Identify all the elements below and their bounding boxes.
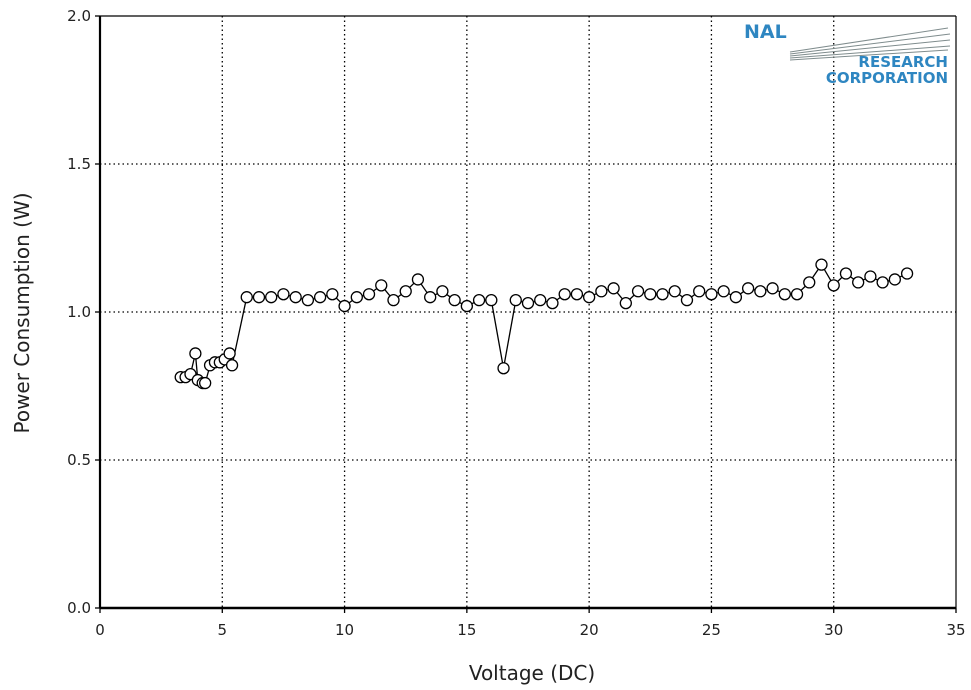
ticks-layer: 0 5 10 15 20 25 30 35 0.0 0.5 1.0 1.5 2.0 <box>67 7 965 639</box>
y-tick-label: 2.0 <box>67 7 91 25</box>
data-point <box>240 291 253 304</box>
data-point <box>741 282 755 295</box>
data-point <box>436 285 449 298</box>
axes-layer <box>98 15 957 610</box>
x-tick-label: 30 <box>824 621 843 639</box>
data-point <box>595 285 608 298</box>
x-tick-label: 10 <box>335 621 354 639</box>
data-point <box>338 299 351 313</box>
logo-research: Research <box>858 53 948 71</box>
data-point <box>350 291 363 304</box>
data-point <box>189 347 202 360</box>
x-axis-title: Voltage (DC) <box>469 661 595 685</box>
data-point <box>619 296 632 310</box>
data-point <box>815 258 828 271</box>
data-point <box>839 267 853 280</box>
data-point <box>729 291 743 304</box>
data-point <box>448 294 461 307</box>
data-point <box>485 294 498 307</box>
data-point <box>644 288 657 301</box>
logo-corporation: Corporation <box>826 69 948 87</box>
grid-layer <box>100 16 956 608</box>
data-point <box>705 288 718 301</box>
data-point <box>570 288 584 301</box>
data-point <box>252 291 266 304</box>
data-point <box>326 288 339 301</box>
data-point <box>277 288 290 301</box>
data-point <box>656 288 669 301</box>
data-point <box>754 285 767 298</box>
data-point <box>424 291 437 304</box>
y-axis-title: Power Consumption (W) <box>10 192 34 433</box>
data-point <box>411 273 425 286</box>
data-point <box>223 347 236 360</box>
data-point <box>313 291 327 304</box>
series-line <box>180 263 908 384</box>
data-point <box>888 273 902 286</box>
x-tick-label: 0 <box>95 621 105 639</box>
data-point <box>631 285 645 298</box>
x-tick-label: 15 <box>457 621 476 639</box>
data-point <box>558 288 571 301</box>
data-point <box>607 282 620 295</box>
data-point <box>546 296 559 310</box>
data-point <box>900 267 914 280</box>
data-point <box>497 362 510 375</box>
data-point <box>225 359 239 372</box>
x-tick-label: 35 <box>946 621 965 639</box>
data-point <box>876 276 889 289</box>
data-point <box>375 279 388 292</box>
data-point <box>265 291 278 304</box>
y-tick-label: 0.0 <box>67 599 91 617</box>
data-point <box>766 282 779 295</box>
data-point <box>827 279 840 292</box>
data-point <box>680 294 694 307</box>
data-point <box>803 276 816 289</box>
nal-research-logo: NAL Research Corporation <box>744 21 951 87</box>
series-layer <box>174 258 914 390</box>
data-point <box>509 294 522 307</box>
data-point <box>778 288 791 301</box>
data-point <box>668 285 681 298</box>
data-point <box>289 291 302 304</box>
data-point <box>693 285 706 298</box>
x-tick-label: 20 <box>580 621 599 639</box>
data-point <box>852 276 865 289</box>
x-tick-label: 5 <box>218 621 228 639</box>
data-point <box>460 299 474 313</box>
data-point <box>362 288 376 301</box>
y-tick-label: 1.5 <box>67 155 91 173</box>
data-point <box>717 285 730 298</box>
y-tick-label: 0.5 <box>67 451 91 469</box>
data-point <box>199 376 212 390</box>
data-point <box>534 294 547 307</box>
data-point <box>864 270 877 283</box>
x-tick-label: 25 <box>702 621 721 639</box>
data-point <box>399 285 412 298</box>
data-point <box>790 288 804 301</box>
data-point <box>472 294 486 307</box>
data-point <box>387 294 400 307</box>
data-point <box>301 294 315 307</box>
logo-nal: NAL <box>744 21 787 43</box>
y-tick-label: 1.0 <box>67 303 91 321</box>
data-point <box>521 296 535 310</box>
data-point <box>582 291 596 304</box>
